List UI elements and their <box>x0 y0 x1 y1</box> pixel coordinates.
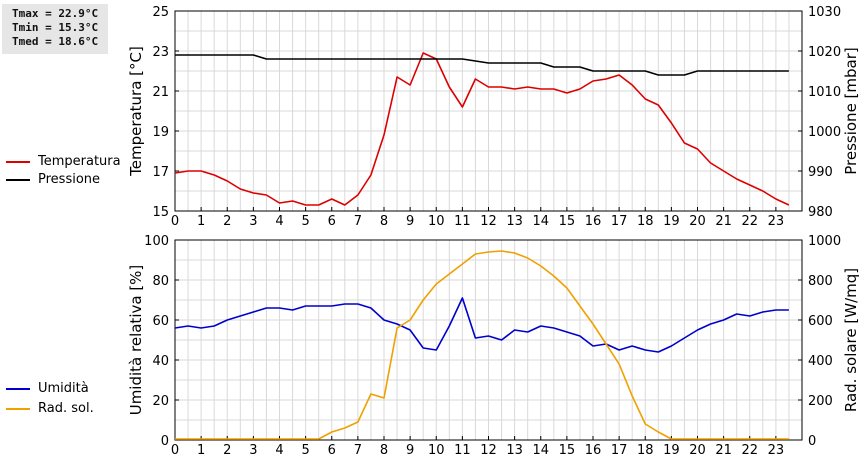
x-tick-label: 9 <box>406 443 414 458</box>
y-tick-label-left: 80 <box>152 274 169 289</box>
legend-label-pressione: Pressione <box>38 172 101 187</box>
legend-swatch-pressione <box>6 179 30 181</box>
x-tick-label: 5 <box>301 214 309 229</box>
x-tick-label: 16 <box>585 214 602 229</box>
y-tick-label-right: 600 <box>808 314 833 329</box>
x-tick-label: 4 <box>275 443 283 458</box>
x-tick-label: 16 <box>585 443 602 458</box>
chart-panel-1: 0 1 2 3 4 5 6 7 8 9 10 11 12 13 14 15 16 17 18 19 20 21 22 2315… <box>127 5 860 229</box>
x-tick-label: 17 <box>611 214 628 229</box>
x-tick-label: 12 <box>480 214 497 229</box>
x-tick-label: 0 <box>171 443 179 458</box>
x-tick-label: 0 <box>171 214 179 229</box>
x-tick-label: 4 <box>275 214 283 229</box>
stats-box: Tmax = 22.9°C Tmin = 15.3°C Tmed = 18.6°… <box>2 4 108 54</box>
y-tick-label-left: 100 <box>144 234 169 249</box>
y-tick-label-left: 40 <box>152 354 169 369</box>
x-tick-label: 8 <box>380 214 388 229</box>
x-tick-label: 1 <box>197 214 205 229</box>
legend-label-radsol: Rad. sol. <box>38 401 94 416</box>
x-tick-label: 10 <box>428 214 445 229</box>
y-tick-label-right: 1000 <box>808 125 841 140</box>
x-tick-label: 13 <box>506 214 523 229</box>
x-tick-label: 7 <box>354 214 362 229</box>
series-line-temperatura <box>174 52 790 206</box>
x-tick-label: 2 <box>223 443 231 458</box>
y-tick-label-left: 17 <box>152 165 169 180</box>
y-tick-label-right: 1020 <box>808 45 841 60</box>
y-axis-title-right: Pressione [mbar] <box>842 47 860 175</box>
x-tick-label: 22 <box>741 443 758 458</box>
x-tick-label: 23 <box>768 443 785 458</box>
x-tick-label: 20 <box>689 214 706 229</box>
y-tick-label-left: 21 <box>152 85 169 100</box>
x-tick-label: 21 <box>715 443 732 458</box>
x-tick-label: 9 <box>406 214 414 229</box>
chart-panel-2: 0 1 2 3 4 5 6 7 8 9 10 11 12 13 14 15 16 17 18 19 20 21 22 2302… <box>127 234 860 458</box>
y-tick-label-left: 20 <box>152 394 169 409</box>
x-tick-label: 19 <box>663 214 680 229</box>
y-tick-label-left: 25 <box>152 5 169 20</box>
x-tick-label: 3 <box>249 443 257 458</box>
x-tick-label: 5 <box>301 443 309 458</box>
x-tick-label: 22 <box>741 214 758 229</box>
x-tick-label: 14 <box>532 443 549 458</box>
x-tick-label: 11 <box>454 443 471 458</box>
y-tick-label-right: 980 <box>808 205 833 220</box>
legend-label-umidita: Umidità <box>38 381 89 396</box>
x-tick-label: 14 <box>532 214 549 229</box>
series-line-pressione <box>175 54 789 76</box>
x-tick-label: 12 <box>480 443 497 458</box>
tmax-text: Tmax = 22.9°C <box>12 7 99 20</box>
series-line-rad-sol <box>175 250 789 440</box>
y-tick-label-left: 15 <box>152 205 169 220</box>
y-tick-label-right: 400 <box>808 354 833 369</box>
legend-label-temperatura: Temperatura <box>38 154 121 169</box>
x-tick-label: 6 <box>328 214 336 229</box>
y-tick-label-right: 200 <box>808 394 833 409</box>
y-tick-label-left: 60 <box>152 314 169 329</box>
y-tick-label-right: 1030 <box>808 5 841 20</box>
x-tick-label: 20 <box>689 443 706 458</box>
y-tick-label-right: 1010 <box>808 85 841 100</box>
x-tick-label: 1 <box>197 443 205 458</box>
x-tick-label: 18 <box>637 443 654 458</box>
y-tick-label-left: 23 <box>152 45 169 60</box>
x-tick-label: 17 <box>611 443 628 458</box>
x-tick-label: 19 <box>663 443 680 458</box>
legend-swatch-radsol <box>6 408 30 410</box>
x-tick-label: 23 <box>768 214 785 229</box>
x-tick-label: 6 <box>328 443 336 458</box>
x-tick-label: 15 <box>559 443 576 458</box>
y-tick-label-right: 1000 <box>808 234 841 249</box>
tmed-text: Tmed = 18.6°C <box>12 35 99 48</box>
x-tick-label: 13 <box>506 443 523 458</box>
y-tick-label-right: 0 <box>808 434 816 449</box>
y-tick-label-right: 990 <box>808 165 833 180</box>
x-tick-label: 21 <box>715 214 732 229</box>
tmin-text: Tmin = 15.3°C <box>12 21 99 34</box>
y-axis-title-left: Temperatura [°C] <box>127 46 145 177</box>
y-tick-label-right: 800 <box>808 274 833 289</box>
y-tick-label-left: 0 <box>161 434 169 449</box>
x-tick-label: 10 <box>428 443 445 458</box>
y-axis-title-right: Rad. solare [W/mq] <box>842 268 860 412</box>
x-tick-label: 18 <box>637 214 654 229</box>
y-axis-title-left: Umidità relativa [%] <box>127 265 145 416</box>
x-tick-label: 7 <box>354 443 362 458</box>
x-tick-label: 3 <box>249 214 257 229</box>
x-tick-label: 11 <box>454 214 471 229</box>
x-tick-label: 2 <box>223 214 231 229</box>
x-tick-label: 15 <box>559 214 576 229</box>
y-tick-label-left: 19 <box>152 125 169 140</box>
x-tick-label: 8 <box>380 443 388 458</box>
series-line-umidit <box>174 297 789 353</box>
legend-swatch-temperatura <box>6 161 30 163</box>
legend-swatch-umidita <box>6 388 30 390</box>
